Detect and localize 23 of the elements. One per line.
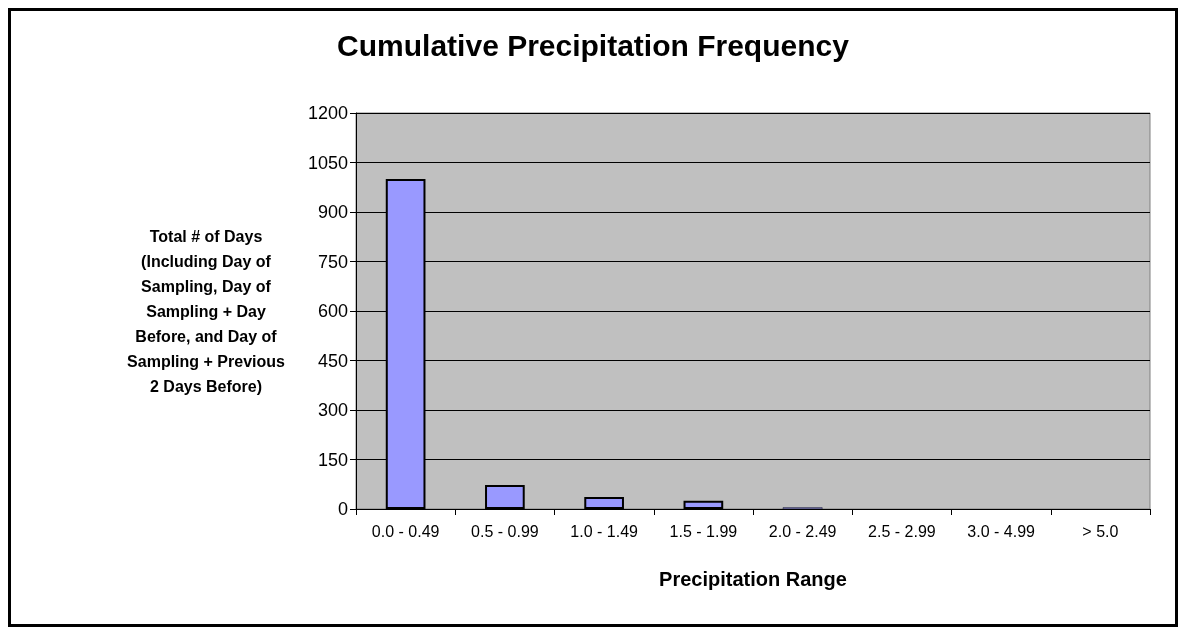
x-tick-label: 2.0 - 2.49 bbox=[768, 522, 837, 540]
bar bbox=[485, 484, 525, 509]
bar bbox=[683, 500, 724, 509]
y-tick-label: 300 bbox=[317, 400, 348, 420]
chart-title: Cumulative Precipitation Frequency bbox=[337, 28, 850, 62]
x-axis-title: Precipitation Range bbox=[659, 568, 847, 590]
y-tick-label: 450 bbox=[317, 350, 348, 371]
x-tick-label: 2.5 - 2.99 bbox=[868, 522, 936, 540]
y-tick-label: 900 bbox=[317, 202, 348, 222]
x-tick-label: 0.5 - 0.99 bbox=[471, 522, 539, 540]
y-tick-label: 750 bbox=[317, 251, 348, 272]
y-tick-label: 150 bbox=[317, 449, 348, 470]
x-tick-label: 1.0 - 1.49 bbox=[570, 522, 639, 540]
y-axis-title: Total # of Days (Including Day of Sampling, Day of Sampling + Day Before, and Day of Sampling + Previous 2 Days Before) bbox=[127, 227, 286, 395]
y-tick-label: 600 bbox=[317, 301, 348, 321]
x-tick-label: 0.0 - 0.49 bbox=[371, 522, 440, 540]
x-tick-label: > 5.0 bbox=[1082, 522, 1119, 540]
bar bbox=[584, 497, 624, 509]
y-tick-label: 1050 bbox=[307, 152, 348, 173]
y-tick-label: 1200 bbox=[307, 103, 348, 123]
x-tick-label: 3.0 - 4.99 bbox=[967, 522, 1036, 540]
y-tick-label: 0 bbox=[337, 499, 348, 519]
x-tick-label: 1.5 - 1.99 bbox=[669, 522, 738, 540]
